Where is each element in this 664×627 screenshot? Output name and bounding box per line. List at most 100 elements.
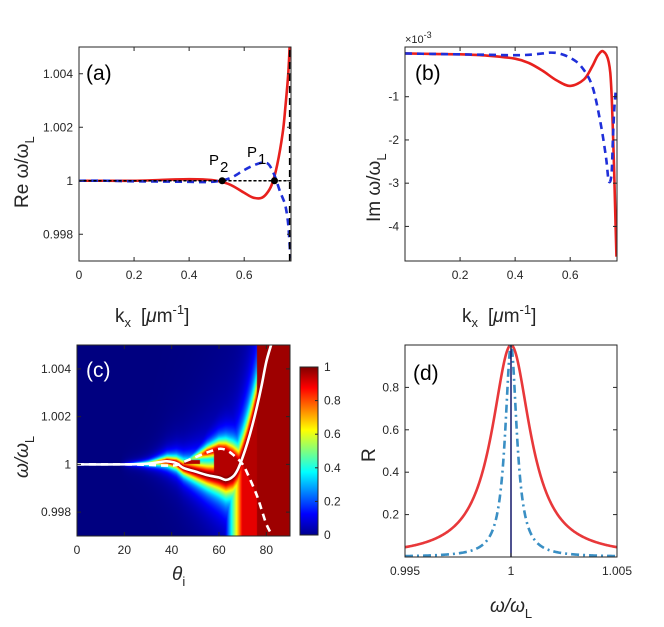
panel-b-xlabel-open: [ <box>488 306 494 327</box>
panel-b: 0.2 0.4 0.6-4-3-2-1 ×10-3 (b) kx [μm-1] Im … <box>364 30 618 330</box>
panel-d-label: (d) <box>413 362 439 385</box>
panel-a-ytick-label: 1.002 <box>43 120 73 134</box>
panel-d-series-red-solid-Lorentzian <box>405 345 617 549</box>
panel-c-xtick-label: 80 <box>260 543 274 557</box>
panel-c-xlabel: θi <box>172 564 185 589</box>
panel-b-xlabel-unit: m <box>504 306 520 327</box>
panel-c-ytick-label: 0.998 <box>41 505 71 519</box>
panel-b-xlabel: kx [μm-1] <box>462 302 536 330</box>
panel-a-ticks: 0 0.2 0.4 0.6 0.998 1 1.002 1.004 <box>43 47 291 282</box>
p1-label: P <box>247 144 257 161</box>
panel-c-heatmap <box>77 345 290 536</box>
panel-b-ytick-label: -2 <box>388 133 399 147</box>
panel-d-ytick-label: 0.4 <box>382 465 399 479</box>
panel-b-ytick-label: -1 <box>388 90 399 104</box>
panel-b-ticks: 0.2 0.4 0.6 -4 -3 -2 -1 <box>388 47 617 282</box>
panel-b-axes-frame <box>404 46 618 262</box>
panel-b-xtick-label: 0.6 <box>562 268 579 282</box>
panel-a-curves <box>79 47 291 261</box>
panel-a: 0 0.2 0.4 0.6 0.998 1 1.002 1.004 (a) P 2 P 1 k… <box>12 46 292 330</box>
panel-a-xlabel-unit: m <box>157 306 173 327</box>
panel-d-ylabel: R <box>359 448 380 462</box>
panel-d-xlabel-text: ω/ω <box>490 596 525 617</box>
panel-a-annotation-p1: P 1 <box>247 144 266 168</box>
panel-d-ytick-label: 0.8 <box>382 380 399 394</box>
panel-d-xtick-label: 1 <box>508 564 515 578</box>
panel-c-xtick-label: 60 <box>212 543 226 557</box>
panel-c-ytick-label: 1.004 <box>41 362 71 376</box>
panel-b-xlabel-close: ] <box>531 306 536 327</box>
panel-a-ytick-label: 1.004 <box>43 67 73 81</box>
panel-a-xtick-label: 0.6 <box>236 268 253 282</box>
panel-d-curves <box>405 345 617 557</box>
p2-label: P <box>209 152 219 169</box>
panel-b-label: (b) <box>415 62 441 85</box>
panel-d-xtick-label: 0.995 <box>390 564 420 578</box>
panel-c-xtick-label: 0 <box>74 543 81 557</box>
panel-c-colorbar-ticks: 0 0.2 0.4 0.6 0.8 1 <box>315 360 341 542</box>
panel-b-xlabel-sup: -1 <box>520 302 532 317</box>
panel-d-xlabel: ω/ωL <box>490 596 532 621</box>
panel-b-ylabel: Im ω/ωL <box>364 153 389 222</box>
panel-b-xlabel-k: k <box>462 306 472 327</box>
panel-d-ticks: 0.995 1 1.005 0.2 0.4 0.6 0.8 <box>382 345 632 578</box>
panel-a-label: (a) <box>86 62 112 85</box>
panel-d-ytick-label: 0.6 <box>382 423 399 437</box>
panel-c-colorbar-frame <box>299 366 319 536</box>
panel-a-axes-frame <box>78 46 292 262</box>
panel-c-xlabel-sub: i <box>182 574 185 589</box>
panel-c-label: (c) <box>86 359 111 382</box>
colorbar-tick-label: 1 <box>324 360 331 374</box>
panel-d: 0.995 1 1.005 0.2 0.4 0.6 0.8 (d) ω/ωL R <box>359 344 632 621</box>
panel-c-xtick-label: 40 <box>165 543 179 557</box>
panel-a-annotation-p2: P 2 <box>209 152 228 176</box>
panel-c-ytick-label: 1.002 <box>41 410 71 424</box>
panel-d-xlabel-sub: L <box>525 606 532 621</box>
panel-b-exponent-sup: -3 <box>424 30 432 40</box>
panel-c-ylabel-text: ω/ω <box>12 443 33 478</box>
panel-c-series-white-dashed <box>77 447 273 535</box>
panel-a-xlabel-mu: μ <box>145 306 157 327</box>
panel-c-ytick-label: 1 <box>64 457 71 471</box>
panel-b-ylabel-sub: L <box>374 153 389 160</box>
panel-b-ytick-label: -4 <box>388 219 399 233</box>
panel-a-xtick-label: 0 <box>76 268 83 282</box>
panel-a-ytick-label: 1 <box>66 174 73 188</box>
p2-subscript: 2 <box>220 159 228 176</box>
panel-d-ytick-label: 0.2 <box>382 508 399 522</box>
colorbar-tick-label: 0.4 <box>324 461 341 475</box>
colorbar-tick-label: 0.2 <box>324 494 341 508</box>
panel-a-series-red-solid <box>79 47 291 200</box>
panel-b-exponent: ×10-3 <box>405 30 432 46</box>
panel-a-xtick-label: 0.2 <box>126 268 143 282</box>
panel-b-xlabel-mu: μ <box>492 306 504 327</box>
panel-a-xlabel-sub: x <box>125 315 132 330</box>
panel-a-xlabel-close: ] <box>184 306 189 327</box>
colorbar-tick-label: 0 <box>324 528 331 542</box>
panel-b-ylabel-text: Im ω/ω <box>364 161 385 222</box>
panel-c-ylabel-sub: L <box>22 436 37 443</box>
colorbar-tick-label: 0.8 <box>324 394 341 408</box>
panel-a-series-blue-dashed <box>79 161 291 259</box>
panel-d-xtick-label: 1.005 <box>602 564 632 578</box>
panel-c-series-white-solid <box>77 345 273 482</box>
panel-c-ticks: 0 20 40 60 80 0.998 1 1.002 1.004 <box>41 345 290 557</box>
panel-c: 0 20 40 60 80 0.998 1 1.002 1.004 (c) 0 0.2 0.4 0.6… <box>12 344 341 589</box>
panel-a-ylabel-text: Re ω/ω <box>12 143 33 208</box>
panel-a-xlabel-sup: -1 <box>173 302 185 317</box>
panel-a-ylabel-sub: L <box>22 136 37 143</box>
panel-a-xlabel-k: k <box>115 306 125 327</box>
panel-b-exponent-base: ×10 <box>405 34 424 46</box>
panel-a-marker-point <box>270 177 278 185</box>
panel-c-xtick-label: 20 <box>118 543 132 557</box>
panel-a-ylabel: Re ω/ωL <box>12 136 37 208</box>
panel-b-xtick-label: 0.2 <box>452 268 469 282</box>
panel-a-marker-point <box>218 177 226 185</box>
panel-c-colorbar <box>300 367 318 535</box>
panel-c-ylabel: ω/ωL <box>12 436 37 478</box>
panel-c-axes-frame <box>76 344 291 537</box>
panel-b-ytick-label: -3 <box>388 176 399 190</box>
panel-a-xtick-label: 0.4 <box>181 268 198 282</box>
panel-b-series-red-solid <box>405 49 617 257</box>
